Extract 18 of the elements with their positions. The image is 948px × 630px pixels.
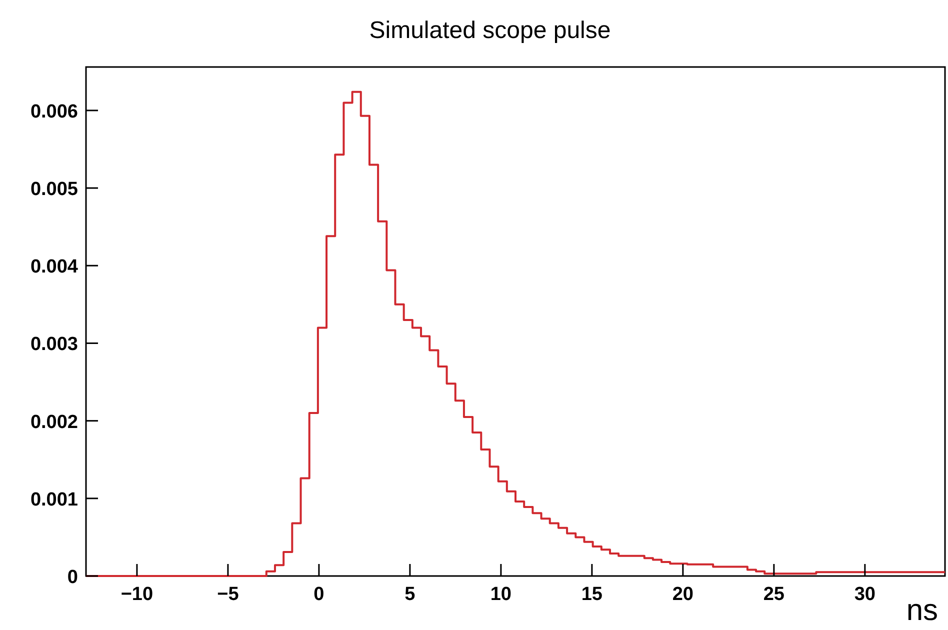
chart-title: Simulated scope pulse <box>369 17 611 44</box>
x-tick-label: 25 <box>763 584 785 605</box>
x-tick-label: 10 <box>490 584 512 605</box>
x-tick-label: 20 <box>672 584 694 605</box>
x-tick-label: −5 <box>217 584 240 605</box>
y-tick-label: 0.006 <box>30 101 78 122</box>
y-tick-label: 0.002 <box>30 412 78 433</box>
x-axis-title: ns <box>906 594 938 627</box>
y-tick-label: 0.005 <box>30 179 78 200</box>
y-tick-label: 0.001 <box>30 489 78 510</box>
x-tick-label: 30 <box>854 584 876 605</box>
x-tick-label: 5 <box>404 584 416 605</box>
x-tick-label: −10 <box>120 584 154 605</box>
y-tick-label: 0 <box>67 567 78 588</box>
y-tick-label: 0.003 <box>30 334 78 356</box>
x-tick-label: 0 <box>314 584 324 605</box>
y-tick-label: 0.004 <box>30 256 78 278</box>
x-tick-label: 15 <box>581 584 603 605</box>
